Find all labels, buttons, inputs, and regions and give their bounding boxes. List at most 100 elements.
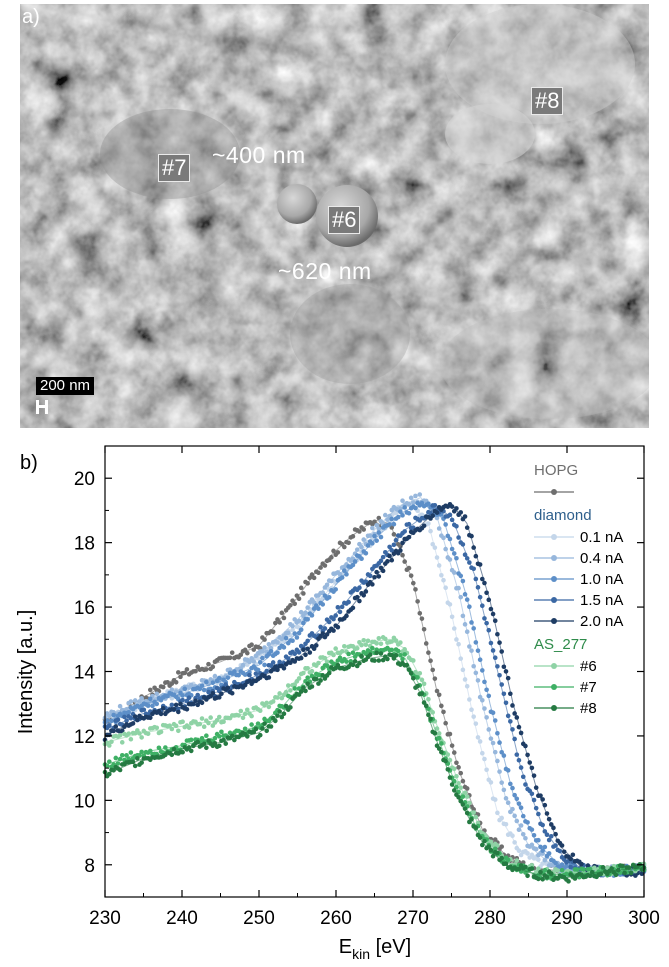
data-point bbox=[538, 793, 543, 798]
data-point bbox=[391, 521, 397, 527]
data-point bbox=[352, 659, 358, 664]
data-point bbox=[115, 717, 121, 723]
data-point bbox=[505, 713, 511, 719]
data-point bbox=[544, 832, 550, 837]
data-point bbox=[221, 719, 226, 724]
data-point bbox=[154, 701, 160, 707]
data-point bbox=[298, 627, 304, 633]
series-line bbox=[104, 654, 645, 879]
data-point bbox=[346, 540, 351, 546]
y-tick-label: 14 bbox=[74, 663, 96, 684]
data-point bbox=[313, 643, 319, 648]
data-point bbox=[464, 629, 470, 634]
data-point bbox=[510, 727, 515, 732]
data-point bbox=[460, 778, 466, 784]
data-point bbox=[385, 656, 390, 662]
data-point bbox=[557, 848, 563, 854]
data-point bbox=[477, 657, 483, 663]
data-point bbox=[145, 731, 151, 737]
data-point bbox=[393, 537, 399, 543]
data-point bbox=[419, 616, 425, 621]
data-point bbox=[266, 642, 272, 647]
data-point bbox=[402, 505, 407, 510]
data-point bbox=[350, 562, 356, 568]
data-point bbox=[292, 631, 298, 636]
data-point bbox=[119, 740, 125, 745]
data-point bbox=[520, 813, 526, 819]
data-point bbox=[473, 553, 479, 559]
data-point bbox=[107, 771, 112, 777]
data-point bbox=[458, 573, 464, 579]
legend-marker bbox=[551, 534, 557, 540]
data-point bbox=[132, 714, 138, 719]
data-point bbox=[180, 697, 185, 703]
data-point bbox=[180, 693, 185, 698]
data-point bbox=[135, 717, 140, 723]
data-point bbox=[447, 536, 453, 542]
data-point bbox=[389, 557, 395, 563]
data-point bbox=[382, 512, 388, 518]
data-point bbox=[454, 506, 459, 511]
data-point bbox=[391, 542, 397, 548]
data-point bbox=[439, 749, 444, 755]
data-point bbox=[421, 681, 427, 687]
data-point bbox=[367, 573, 373, 579]
data-point bbox=[309, 668, 315, 674]
data-point bbox=[484, 590, 489, 596]
data-point bbox=[536, 876, 541, 882]
data-point bbox=[393, 653, 399, 658]
data-point bbox=[525, 752, 530, 758]
data-point bbox=[592, 865, 597, 871]
data-point bbox=[389, 647, 395, 653]
data-point bbox=[206, 720, 211, 726]
data-point bbox=[257, 732, 263, 738]
data-point bbox=[156, 745, 162, 751]
data-point bbox=[495, 664, 500, 669]
legend-marker bbox=[551, 555, 557, 561]
data-point bbox=[484, 767, 489, 773]
data-point bbox=[626, 865, 632, 870]
data-point bbox=[318, 565, 323, 570]
data-point bbox=[492, 846, 498, 852]
data-point bbox=[488, 736, 494, 741]
data-point bbox=[389, 639, 395, 644]
x-axis-title: Ekin [eV] bbox=[339, 936, 411, 962]
legend-entry: 0.1 nA bbox=[534, 529, 623, 546]
data-point bbox=[264, 700, 270, 706]
data-point bbox=[501, 664, 507, 670]
data-point bbox=[443, 522, 448, 527]
data-point bbox=[305, 665, 310, 671]
data-point bbox=[160, 684, 166, 690]
data-point bbox=[473, 670, 479, 676]
data-point bbox=[488, 640, 494, 646]
data-point bbox=[188, 748, 194, 754]
data-point bbox=[499, 649, 505, 654]
data-point bbox=[548, 871, 554, 876]
plot-area bbox=[102, 492, 647, 884]
data-point bbox=[376, 658, 382, 663]
data-point bbox=[434, 510, 440, 515]
data-point bbox=[495, 810, 500, 816]
data-point bbox=[548, 833, 554, 839]
data-point bbox=[475, 648, 481, 653]
data-point bbox=[135, 756, 140, 761]
data-point bbox=[128, 715, 134, 721]
data-point bbox=[342, 568, 347, 574]
data-point bbox=[473, 721, 479, 726]
data-point bbox=[464, 794, 470, 799]
data-point bbox=[318, 624, 323, 630]
data-point bbox=[262, 721, 267, 726]
x-tick-label: 270 bbox=[397, 908, 429, 929]
data-point bbox=[316, 570, 321, 575]
sem-image-panel: a) #7 #6 #8 ~400 nm ~620 nm 200 nm bbox=[20, 4, 649, 428]
data-point bbox=[430, 710, 436, 715]
data-point bbox=[501, 691, 507, 697]
data-point bbox=[475, 585, 481, 590]
legend-entry: #7 bbox=[534, 679, 597, 696]
data-point bbox=[525, 873, 530, 879]
data-point bbox=[473, 825, 479, 830]
data-point bbox=[462, 514, 468, 519]
data-point bbox=[421, 700, 427, 705]
data-point bbox=[169, 687, 175, 692]
data-point bbox=[447, 512, 453, 518]
